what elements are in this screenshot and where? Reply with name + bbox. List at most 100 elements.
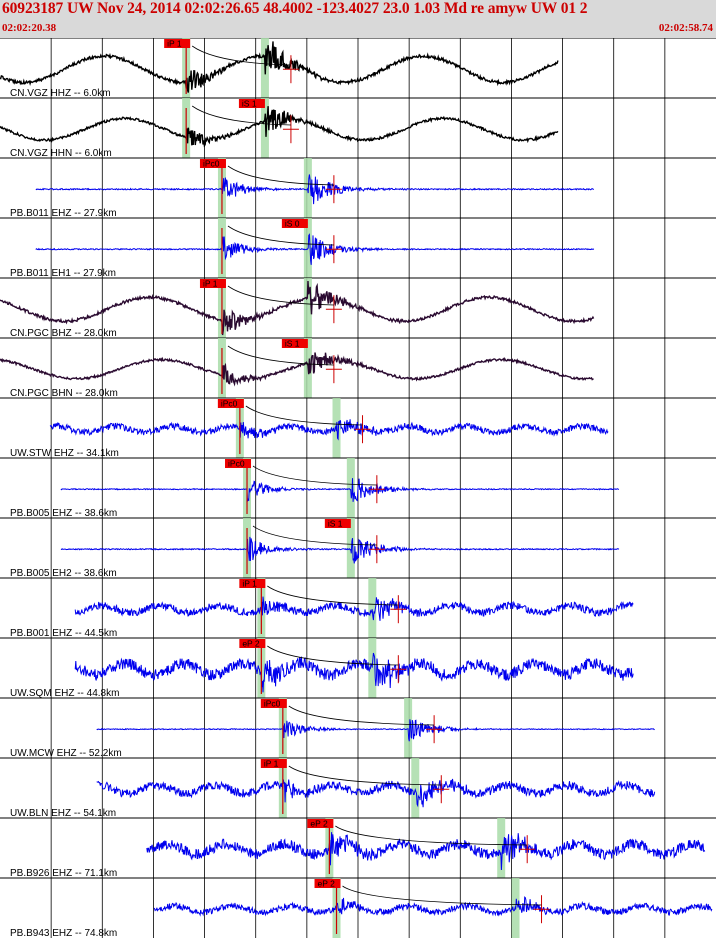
pick-label: iS 1 (242, 99, 257, 109)
coda-curve (227, 285, 334, 306)
pick-label: iPc0 (228, 459, 245, 469)
station-label: PB.B001 EHZ -- 44.5km (10, 628, 117, 639)
coda-curve (245, 405, 363, 426)
pick-box[interactable] (238, 99, 265, 108)
pick-box[interactable] (225, 459, 252, 468)
pick-box[interactable] (307, 819, 334, 828)
start-time: 02:02:20.38 (2, 22, 57, 34)
waveform (0, 106, 559, 148)
pick-label: iS 1 (285, 339, 300, 349)
trace-row[interactable]: iPc0 PB.B005 EHZ -- 38.6km (0, 457, 716, 519)
s-window-band (368, 638, 377, 698)
pick-label: iP 1 (203, 279, 218, 289)
coda-curve (252, 465, 377, 486)
waveform (153, 896, 713, 917)
pick-label: eP 2 (310, 819, 328, 829)
waveform (0, 280, 595, 336)
pick-box[interactable] (281, 219, 308, 228)
coda-curve (288, 705, 435, 726)
coda-curve (342, 885, 542, 906)
pick-box[interactable] (217, 399, 244, 408)
coda-curve (335, 825, 528, 846)
coda-curve (267, 645, 399, 666)
waveform (74, 652, 634, 693)
station-label: UW.SQM EHZ -- 44.8km (10, 688, 119, 699)
station-label: CN.PGC BHZ -- 28.0km (10, 328, 117, 339)
event-title: 60923187 UW Nov 24, 2014 02:02:26.65 48.… (2, 0, 588, 17)
trace-row[interactable]: iS 1 CN.PGC BHN -- 28.0km (0, 337, 716, 399)
s-window-band (497, 818, 506, 878)
waveform (35, 233, 595, 265)
coda-curve (227, 165, 334, 186)
pick-label: iP 1 (242, 579, 257, 589)
station-label: PB.B011 EHZ -- 27.9km (10, 208, 117, 219)
station-label: PB.B926 EHZ -- 71.1km (10, 868, 117, 879)
waveform (0, 352, 594, 387)
pick-box[interactable] (260, 759, 287, 768)
waveform (60, 478, 619, 502)
pick-label: eP 2 (242, 639, 260, 649)
waveform (35, 174, 595, 205)
coda-curve (227, 345, 334, 366)
pick-box[interactable] (164, 39, 191, 48)
trace-row[interactable]: iP 1 CN.VGZ HHZ -- 6.0km (0, 37, 716, 99)
pick-label: iPc0 (264, 699, 281, 709)
s-window-band (260, 98, 269, 158)
trace-row[interactable]: iS 1 CN.VGZ HHN -- 6.0km (0, 97, 716, 159)
trace-row[interactable]: eP 2 PB.B926 EHZ -- 71.1km (0, 817, 716, 879)
coda-curve (191, 45, 291, 66)
pick-box[interactable] (281, 339, 308, 348)
waveform (0, 41, 559, 93)
station-label: UW.BLN EHZ -- 54.1km (10, 808, 116, 819)
pick-box[interactable] (239, 639, 266, 648)
end-time: 02:02:58.74 (658, 22, 713, 34)
trace-row[interactable]: iPc0 UW.STW EHZ -- 34.1km (0, 397, 716, 459)
station-label: UW.MCW EHZ -- 52.2km (10, 748, 122, 759)
station-label: CN.VGZ HHZ -- 6.0km (10, 88, 111, 99)
pick-box[interactable] (239, 579, 266, 588)
s-window-band (346, 458, 355, 518)
pick-box[interactable] (314, 879, 341, 888)
waveform (49, 419, 609, 441)
trace-row[interactable]: iP 1 UW.BLN EHZ -- 54.1km (0, 757, 716, 819)
pick-label: eP 2 (318, 879, 336, 889)
s-window-band (303, 278, 312, 338)
trace-row[interactable]: iPc0 UW.MCW EHZ -- 52.2km (0, 697, 716, 759)
pick-label: iS 0 (285, 219, 300, 229)
station-label: PB.B943 EHZ -- 74.8km (10, 928, 117, 938)
trace-row[interactable]: iPc0 PB.B011 EHZ -- 27.9km (0, 157, 716, 219)
trace-row[interactable]: eP 2 UW.SQM EHZ -- 44.8km (0, 637, 716, 699)
station-label: PB.B011 EH1 -- 27.9km (10, 268, 116, 279)
trace-row[interactable]: iP 1 PB.B001 EHZ -- 44.5km (0, 577, 716, 639)
s-window-band (404, 698, 413, 758)
waveform (74, 596, 634, 621)
trace-row[interactable]: iS 0 PB.B011 EH1 -- 27.9km (0, 217, 716, 279)
station-label: PB.B005 EHZ -- 38.6km (10, 508, 117, 519)
event-header: 60923187 UW Nov 24, 2014 02:02:26.65 48.… (0, 0, 716, 38)
station-label: PB.B005 EH2 -- 38.6km (10, 568, 117, 579)
waveform (96, 719, 655, 742)
pick-box[interactable] (260, 699, 287, 708)
pick-box[interactable] (199, 279, 226, 288)
station-label: CN.PGC BHN -- 28.0km (10, 388, 118, 399)
pick-box[interactable] (199, 159, 226, 168)
seismogram-panel[interactable]: iP 1 CN.VGZ HHZ -- 6.0km iS 1 CN.VGZ HHN --… (0, 37, 716, 939)
pick-label: iPc0 (221, 399, 238, 409)
s-window-band (346, 518, 355, 578)
coda-curve (267, 585, 399, 606)
waveform (146, 832, 706, 871)
waveform (96, 778, 656, 808)
coda-curve (227, 225, 334, 246)
coda-curve (191, 105, 291, 126)
station-label: CN.VGZ HHN -- 6.0km (10, 148, 112, 159)
coda-curve (288, 765, 442, 786)
seismogram-traces[interactable]: iP 1 CN.VGZ HHZ -- 6.0km iS 1 CN.VGZ HHN --… (0, 37, 716, 939)
pick-label: iS 1 (328, 519, 343, 529)
s-window-band (411, 758, 420, 818)
pick-label: iPc0 (203, 159, 220, 169)
trace-row[interactable]: iS 1 PB.B005 EH2 -- 38.6km (0, 517, 716, 579)
coda-curve (252, 525, 377, 546)
trace-row[interactable]: eP 2 PB.B943 EHZ -- 74.8km (0, 877, 716, 939)
pick-box[interactable] (324, 519, 351, 528)
trace-row[interactable]: iP 1 CN.PGC BHZ -- 28.0km (0, 277, 716, 339)
